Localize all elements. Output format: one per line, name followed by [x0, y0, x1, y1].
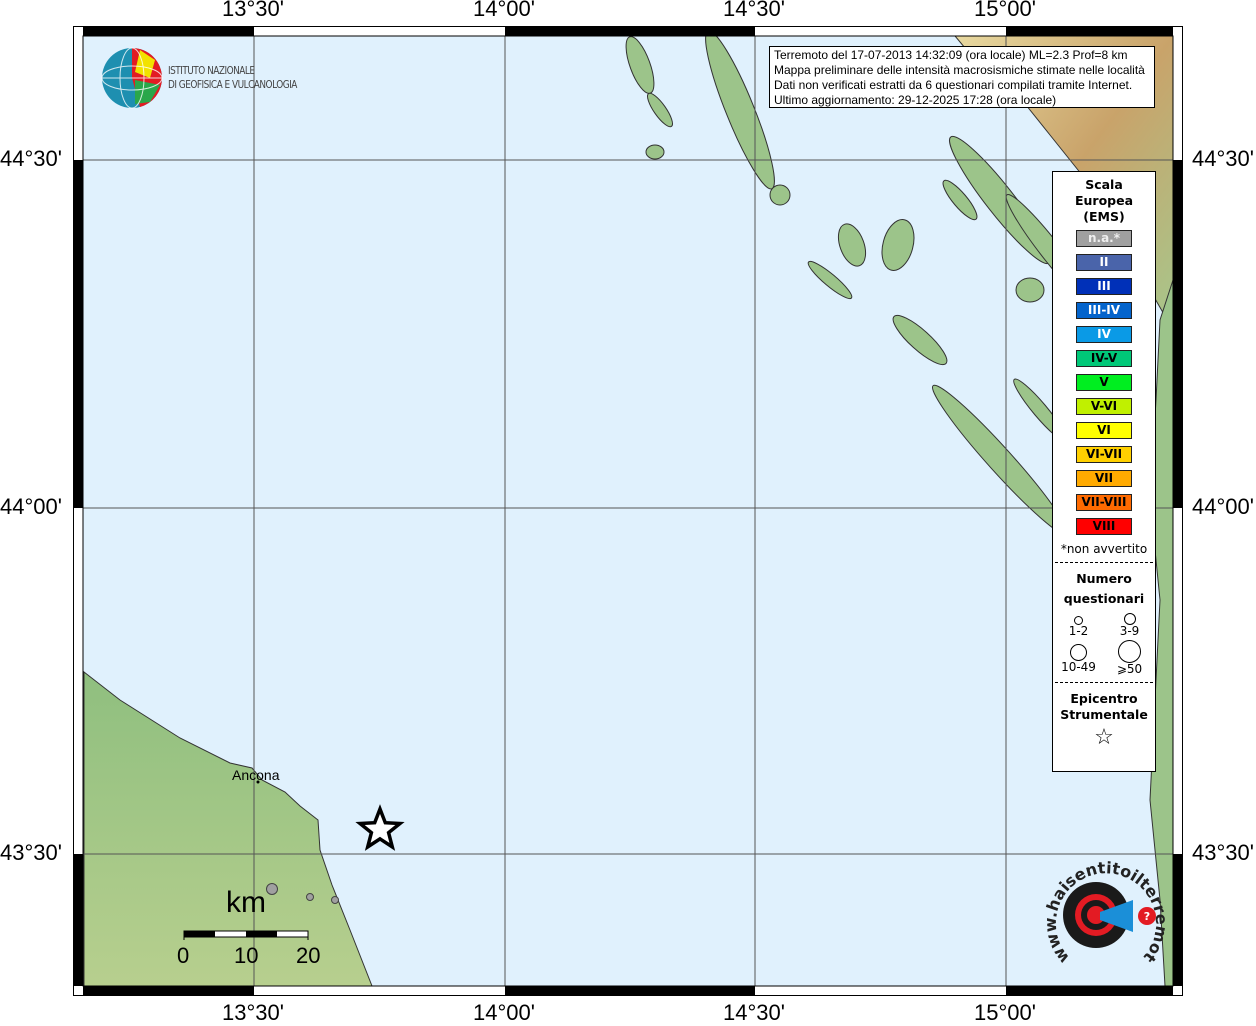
lon-tick-top: 14°00'	[473, 0, 535, 21]
logo-line1: ISTITUTO NAZIONALE	[168, 65, 255, 77]
station-marker[interactable]	[306, 893, 314, 901]
station-marker[interactable]	[266, 883, 278, 895]
ems-swatch-vii-viii: VII-VIII	[1076, 494, 1132, 511]
legend-title-line: Europea	[1074, 193, 1134, 208]
epi-title-line: Strumentale	[1060, 707, 1148, 722]
lon-tick-bottom: 13°30'	[222, 1000, 284, 1025]
scale-label-10: 10	[234, 943, 259, 968]
q-title-line: Numero	[1076, 571, 1132, 586]
ems-swatch-iii-iv: III-IV	[1076, 302, 1132, 319]
lat-tick-left: 44°30'	[0, 146, 62, 171]
q-label: 10-49	[1061, 660, 1096, 674]
ingv-logo-text: ISTITUTO NAZIONALE DI GEOFISICA E VULCAN…	[168, 64, 297, 92]
ems-swatch-iv-v: IV-V	[1076, 350, 1132, 367]
event-info-line: Dati non verificati estratti da 6 questi…	[774, 78, 1133, 92]
scale-label-0: 0	[177, 943, 190, 968]
scale-unit: km	[226, 886, 266, 919]
q-label: ⩾50	[1116, 662, 1143, 676]
circle-icon	[1123, 613, 1136, 625]
svg-text:?: ?	[1144, 910, 1150, 923]
epi-title-line: Epicentro	[1070, 691, 1138, 706]
circle-icon	[1070, 644, 1087, 661]
q-title-line: questionari	[1063, 591, 1145, 606]
ems-swatch-vi: VI	[1076, 422, 1132, 439]
ems-swatch-iv: IV	[1076, 326, 1132, 343]
lon-tick-top: 14°30'	[723, 0, 785, 21]
star-icon[interactable]	[355, 804, 405, 851]
event-info-line: Ultimo aggiornamento: 29-12-2025 17:28 (…	[774, 93, 1057, 107]
circle-icon	[1074, 616, 1083, 625]
event-info-box: Terremoto del 17-07-2013 14:32:09 (ora l…	[769, 46, 1155, 108]
q-label: 3-9	[1119, 624, 1140, 638]
station-marker[interactable]	[331, 896, 339, 904]
lon-tick-top: 15°00'	[974, 0, 1036, 21]
na-note: *non avvertito	[1060, 542, 1148, 556]
ingv-logo-globe	[101, 47, 163, 109]
graticule	[83, 36, 1173, 986]
lat-tick-left: 44°00'	[0, 494, 62, 519]
ems-swatch-v-vi: V-VI	[1076, 398, 1132, 415]
ems-swatch-v: V	[1076, 374, 1132, 391]
q-class-3: 10-49	[1053, 640, 1104, 676]
q-label: 1-2	[1068, 624, 1089, 638]
divider	[1055, 682, 1153, 683]
lon-tick-bottom: 14°00'	[473, 1000, 535, 1025]
place-label-ancona: Ancona	[232, 767, 280, 783]
ems-swatch-viii: VIII	[1076, 518, 1132, 535]
divider	[1055, 562, 1153, 563]
legend-title-line: Scala	[1085, 177, 1123, 192]
questionnaire-sizes: 1-2 3-9 10-49 ⩾50	[1053, 613, 1155, 676]
legend-panel: Scala Europea (EMS) n.a.* II III III-IV IV IV…	[1052, 171, 1156, 772]
lon-tick-bottom: 15°00'	[974, 1000, 1036, 1025]
lon-tick-bottom: 14°30'	[723, 1000, 785, 1025]
event-info-line: Mappa preliminare delle intensità macros…	[774, 63, 1145, 77]
ems-swatch-iii: III	[1076, 278, 1132, 295]
scale-bar	[183, 930, 309, 940]
q-class-2: 3-9	[1104, 613, 1155, 638]
questionnaire-title: Numero questionari	[1053, 569, 1155, 609]
lon-tick-top: 13°30'	[222, 0, 284, 21]
legend-title-line: (EMS)	[1083, 209, 1125, 224]
map-frame	[73, 26, 1183, 996]
star-icon: ☆	[1094, 725, 1114, 750]
lat-tick-right: 44°30'	[1192, 146, 1254, 171]
q-class-1: 1-2	[1053, 613, 1104, 638]
ancona-marker	[256, 780, 260, 784]
lat-tick-left: 43°30'	[0, 840, 62, 865]
lat-tick-right: 44°00'	[1192, 494, 1254, 519]
italy-land	[83, 670, 373, 987]
ems-swatch-ii: II	[1076, 254, 1132, 271]
event-info-line: Terremoto del 17-07-2013 14:32:09 (ora l…	[774, 48, 1128, 62]
ems-swatch-vii: VII	[1076, 470, 1132, 487]
lat-tick-right: 43°30'	[1192, 840, 1254, 865]
ems-scale: n.a.* II III III-IV IV IV-V V V-VI VI VI-VII VII VI…	[1053, 230, 1155, 535]
legend-title: Scala Europea (EMS)	[1053, 177, 1155, 225]
scale-label-20: 20	[296, 943, 321, 968]
q-class-4: ⩾50	[1104, 640, 1155, 676]
epicenter-title: Epicentro Strumentale	[1053, 691, 1155, 723]
ems-swatch-vi-vii: VI-VII	[1076, 446, 1132, 463]
ems-swatch-na: n.a.*	[1076, 230, 1132, 247]
logo-line2: DI GEOFISICA E VULCANOLOGIA	[168, 79, 297, 91]
circle-icon	[1118, 640, 1141, 663]
